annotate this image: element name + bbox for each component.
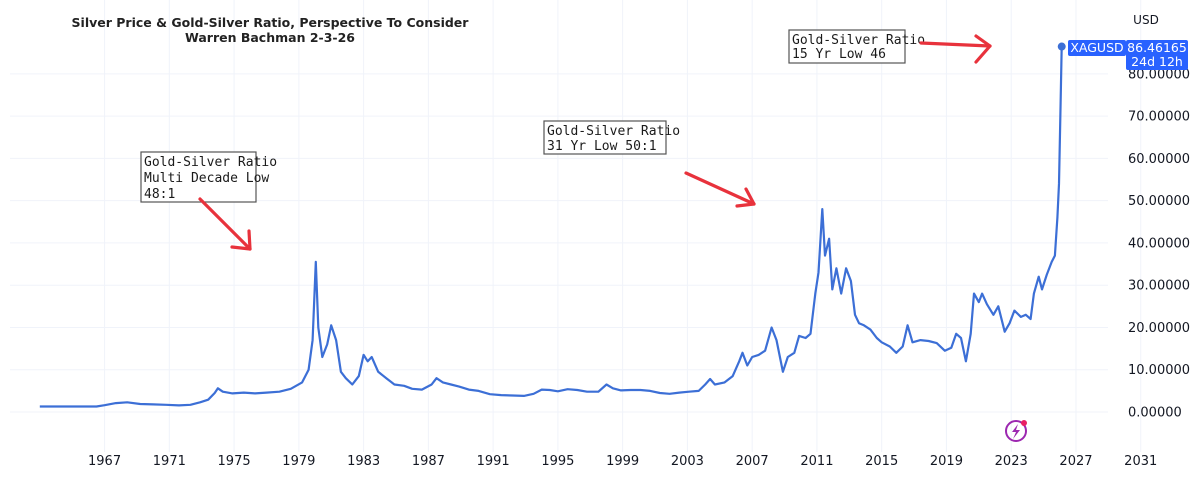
- price-badge: [1126, 40, 1188, 70]
- y-tick-label: 0.00000: [1128, 406, 1182, 421]
- annotation-line: Multi Decade Low: [144, 171, 269, 186]
- annotation-2: Gold-Silver Ratio 31 Yr Low 50:1: [543, 120, 680, 155]
- grid: [10, 0, 1142, 452]
- x-tick-label: 1983: [347, 454, 380, 469]
- lightning-bolt-icon[interactable]: [1005, 420, 1027, 442]
- arrow-shaft: [684, 171, 756, 206]
- chart-subtitle: Warren Bachman 2-3-26: [185, 30, 355, 45]
- annotation-3: Gold-Silver Ratio 15 Yr Low 46: [788, 29, 925, 64]
- x-tick-label: 1987: [412, 454, 445, 469]
- y-axis-unit: USD: [1133, 13, 1159, 27]
- x-tick-label: 2011: [800, 454, 833, 469]
- y-tick-label: 60.00000: [1128, 152, 1190, 167]
- last-price-point: [1057, 42, 1066, 51]
- arrow-shaft: [198, 197, 252, 251]
- y-tick-label: 50.00000: [1128, 194, 1190, 209]
- x-tick-label: 1975: [218, 454, 251, 469]
- x-tick-label: 1967: [88, 454, 121, 469]
- annotation-box: [788, 29, 906, 64]
- y-tick-label: 10.00000: [1128, 363, 1190, 378]
- x-axis: 1967 1971 1975 1979 1983 1987 1991 1995 1999 2003…: [88, 454, 1157, 469]
- y-tick-label: 20.00000: [1128, 321, 1190, 336]
- series-line-xagusd: [39, 46, 1063, 408]
- annotation-1: Gold-Silver Ratio Multi Decade Low 48:1: [140, 151, 277, 203]
- x-tick-label: 2031: [1124, 454, 1157, 469]
- x-tick-label: 2019: [930, 454, 963, 469]
- x-tick-label: 2023: [995, 454, 1028, 469]
- y-tick-label: 70.00000: [1128, 110, 1190, 125]
- arrow-3: [919, 34, 992, 64]
- arrow-1: [198, 197, 252, 251]
- countdown-label: 24d 12h: [1131, 54, 1183, 69]
- arrow-shaft: [919, 41, 992, 48]
- annotation-box: [543, 120, 667, 155]
- y-tick-label: 30.00000: [1128, 279, 1190, 294]
- annotation-line: 48:1: [144, 187, 175, 202]
- price-label: 86.46165: [1127, 40, 1187, 55]
- annotation-line: Gold-Silver Ratio: [547, 124, 680, 139]
- x-tick-label: 2015: [865, 454, 898, 469]
- annotation-line: 15 Yr Low 46: [792, 47, 886, 62]
- x-tick-label: 1999: [606, 454, 639, 469]
- y-axis: 0.00000 10.00000 20.00000 30.00000 40.00000 5…: [1128, 67, 1190, 420]
- x-tick-label: 2003: [671, 454, 704, 469]
- x-tick-label: 1995: [541, 454, 574, 469]
- symbol-badge: [1068, 40, 1126, 56]
- annotation-line: Gold-Silver Ratio: [144, 155, 277, 170]
- arrow-2: [684, 171, 756, 208]
- annotation-line: Gold-Silver Ratio: [792, 33, 925, 48]
- x-tick-label: 1991: [477, 454, 510, 469]
- arrow-head: [230, 229, 252, 251]
- y-tick-label: 40.00000: [1128, 236, 1190, 251]
- last-price-badge: XAGUSD 86.46165 24d 12h: [1068, 40, 1188, 70]
- annotation-box: [140, 151, 257, 203]
- arrow-head: [735, 187, 756, 208]
- x-tick-label: 2007: [736, 454, 769, 469]
- x-tick-label: 1971: [153, 454, 186, 469]
- x-tick-label: 2027: [1059, 454, 1092, 469]
- chart-title: Silver Price & Gold-Silver Ratio, Perspe…: [72, 15, 470, 30]
- y-tick-label: 80.00000: [1128, 67, 1190, 82]
- annotation-line: 31 Yr Low 50:1: [547, 139, 657, 154]
- symbol-label: XAGUSD: [1070, 40, 1123, 55]
- x-tick-label: 1979: [282, 454, 315, 469]
- arrow-head: [974, 34, 992, 64]
